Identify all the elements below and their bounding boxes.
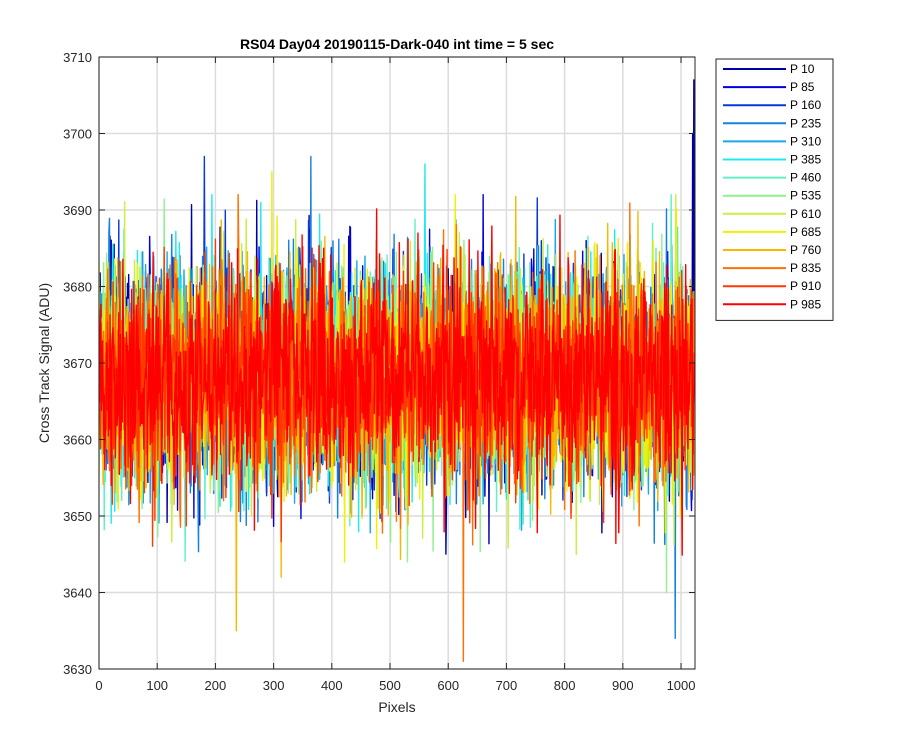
legend-label: P 85 [790, 80, 815, 94]
y-tick-label: 3630 [63, 662, 92, 677]
legend-label: P 610 [790, 207, 821, 221]
x-tick-label: 100 [146, 678, 168, 693]
series-layer [99, 79, 695, 663]
x-tick-label: 500 [379, 678, 401, 693]
legend-label: P 985 [790, 297, 821, 311]
legend-label: P 535 [790, 189, 821, 203]
x-axis-label: Pixels [378, 699, 415, 715]
y-tick-label: 3670 [63, 356, 92, 371]
legend-label: P 835 [790, 261, 821, 275]
legend-label: P 460 [790, 171, 821, 185]
x-tick-label: 300 [263, 678, 285, 693]
y-axis-label: Cross Track Signal (ADU) [36, 283, 52, 443]
legend-label: P 160 [790, 98, 821, 112]
legend-label: P 10 [790, 62, 815, 76]
x-tick-label: 600 [437, 678, 459, 693]
x-tick-label: 1000 [667, 678, 696, 693]
x-tick-label: 800 [554, 678, 576, 693]
x-tick-label: 700 [496, 678, 518, 693]
legend-label: P 310 [790, 134, 821, 148]
x-tick-label: 200 [205, 678, 227, 693]
axis-ticks: 0 100 200 300 400 500 600 700 800 900 1000 3630 3640… [63, 50, 695, 693]
legend-label: P 385 [790, 153, 821, 167]
series-line-p-985 [99, 208, 695, 556]
x-tick-label: 0 [95, 678, 102, 693]
y-tick-label: 3700 [63, 127, 92, 142]
y-tick-label: 3660 [63, 433, 92, 448]
legend-label: P 760 [790, 243, 821, 257]
x-tick-label: 900 [612, 678, 634, 693]
y-tick-label: 3680 [63, 280, 92, 295]
x-tick-label: 400 [321, 678, 343, 693]
legend-label: P 685 [790, 225, 821, 239]
chart-title: RS04 Day04 20190115-Dark-040 int time = … [240, 36, 554, 52]
y-tick-label: 3690 [63, 203, 92, 218]
y-tick-label: 3650 [63, 509, 92, 524]
legend-label: P 910 [790, 279, 821, 293]
legend-box [715, 58, 834, 321]
y-tick-label: 3640 [63, 586, 92, 601]
legend: P 10 P 85 P 160 P 235 P 310 P 385 P 460 P 535 P … [715, 58, 834, 321]
y-tick-label: 3710 [63, 50, 92, 65]
legend-label: P 235 [790, 116, 821, 130]
